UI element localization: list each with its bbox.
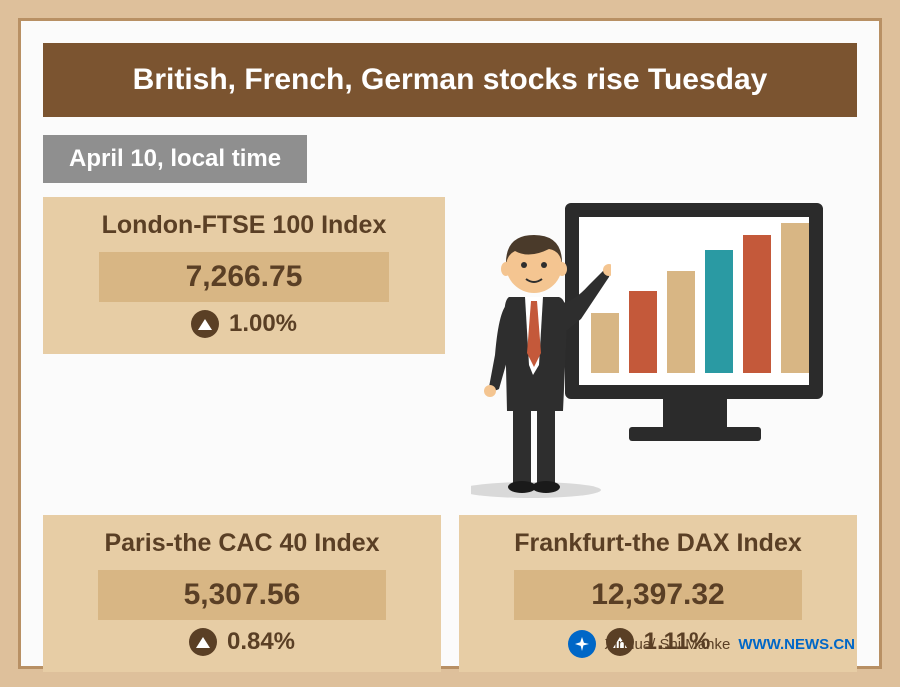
headline-text: British, French, German stocks rise Tues… <box>133 63 768 96</box>
index-name: Paris-the CAC 40 Index <box>53 529 431 558</box>
credit-text: Xinhua/ Shi Manke <box>604 636 730 653</box>
source-url: WWW.NEWS.CN <box>738 636 855 653</box>
index-value: 5,307.56 <box>184 578 301 611</box>
index-change: 0.84% <box>53 628 431 656</box>
index-name: Frankfurt-the DAX Index <box>469 529 847 558</box>
index-change: 1.00% <box>53 310 435 338</box>
panel: British, French, German stocks rise Tues… <box>18 18 882 669</box>
index-change-value: 1.00% <box>229 310 297 338</box>
index-value: 7,266.75 <box>186 260 303 293</box>
infographic-container: British, French, German stocks rise Tues… <box>0 0 900 687</box>
index-value-box: 12,397.32 <box>514 570 801 620</box>
date-banner: April 10, local time <box>43 135 307 183</box>
date-text: April 10, local time <box>69 145 281 172</box>
index-card-paris: Paris-the CAC 40 Index 5,307.56 0.84% <box>43 515 441 672</box>
footer: Xinhua/ Shi Manke WWW.NEWS.CN <box>568 630 855 658</box>
businessman-icon <box>471 215 611 499</box>
index-change-value: 0.84% <box>227 628 295 656</box>
headline: British, French, German stocks rise Tues… <box>43 43 857 117</box>
index-name: London-FTSE 100 Index <box>53 211 435 240</box>
up-arrow-icon <box>191 310 219 338</box>
businessman-illustration <box>461 197 831 497</box>
index-value-box: 7,266.75 <box>99 252 389 302</box>
index-card-london: London-FTSE 100 Index 7,266.75 1.00% <box>43 197 445 354</box>
up-arrow-icon <box>189 628 217 656</box>
xinhua-logo-icon <box>568 630 596 658</box>
index-value-box: 5,307.56 <box>98 570 385 620</box>
index-value: 12,397.32 <box>591 578 724 611</box>
top-row: London-FTSE 100 Index 7,266.75 1.00% <box>21 197 879 497</box>
